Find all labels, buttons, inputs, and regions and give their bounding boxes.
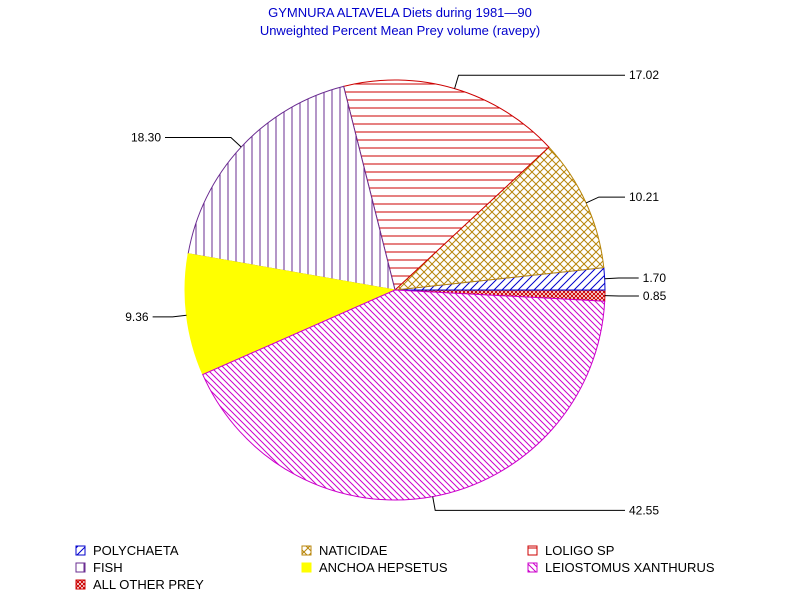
legend-swatch-all-other-prey bbox=[75, 579, 86, 590]
slice-label-loligo-sp: 17.02 bbox=[629, 68, 659, 82]
legend-swatch-fish bbox=[75, 562, 86, 573]
legend-label-loligo-sp: LOLIGO SP bbox=[545, 543, 614, 558]
pie-slice-anchoa-hepsetus bbox=[184, 253, 397, 376]
slice-leader-line-polychaeta bbox=[604, 277, 639, 280]
legend-label-leiostomus-xanthurus: LEIOSTOMUS XANTHURUS bbox=[545, 560, 715, 575]
slice-label-leiostomus-xanthurus: 42.55 bbox=[629, 503, 659, 517]
pie-slice-naticidae bbox=[393, 146, 605, 291]
slice-label-anchoa-hepsetus: 9.36 bbox=[125, 310, 149, 324]
slice-leader-line-fish bbox=[165, 137, 242, 148]
legend-swatch-anchoa-hepsetus bbox=[301, 562, 312, 573]
legend: POLYCHAETA NATICIDAE LOLIGO SP FISH ANCHOA H… bbox=[75, 543, 715, 592]
slice-label-all-other-prey: 0.85 bbox=[643, 289, 667, 303]
legend-swatch-loligo-sp bbox=[527, 545, 538, 556]
legend-swatch-polychaeta bbox=[75, 545, 86, 556]
pie-slice-leiostomus-xanthurus bbox=[202, 289, 606, 501]
slice-label-fish: 18.30 bbox=[131, 131, 161, 145]
legend-label-polychaeta: POLYCHAETA bbox=[93, 543, 179, 558]
slice-label-naticidae: 10.21 bbox=[629, 190, 659, 204]
slice-labels: 0.85 1.70 10.21 17.02 18.30 9.36 42.55 bbox=[125, 68, 666, 517]
legend-label-all-other-prey: ALL OTHER PREY bbox=[93, 577, 204, 592]
slice-leader-line-loligo-sp bbox=[454, 74, 625, 89]
legend-label-naticidae: NATICIDAE bbox=[319, 543, 388, 558]
pie-slices bbox=[184, 79, 606, 501]
legend-swatch-leiostomus-xanthurus bbox=[527, 562, 538, 573]
legend-swatch-naticidae bbox=[301, 545, 312, 556]
chart-title: GYMNURA ALTAVELA Diets during 1981—90 bbox=[268, 5, 532, 20]
slice-label-polychaeta: 1.70 bbox=[643, 271, 667, 285]
chart-subtitle: Unweighted Percent Mean Prey volume (rav… bbox=[260, 23, 540, 38]
slice-leader-line-leiostomus-xanthurus bbox=[432, 496, 625, 511]
slice-leader-line-anchoa-hepsetus bbox=[152, 314, 187, 318]
pie-slice-loligo-sp bbox=[343, 79, 550, 291]
pie-slice-fish bbox=[187, 85, 396, 291]
legend-label-fish: FISH bbox=[93, 560, 123, 575]
slice-leader-line-naticidae bbox=[585, 196, 625, 204]
legend-label-anchoa-hepsetus: ANCHOA HEPSETUS bbox=[319, 560, 448, 575]
